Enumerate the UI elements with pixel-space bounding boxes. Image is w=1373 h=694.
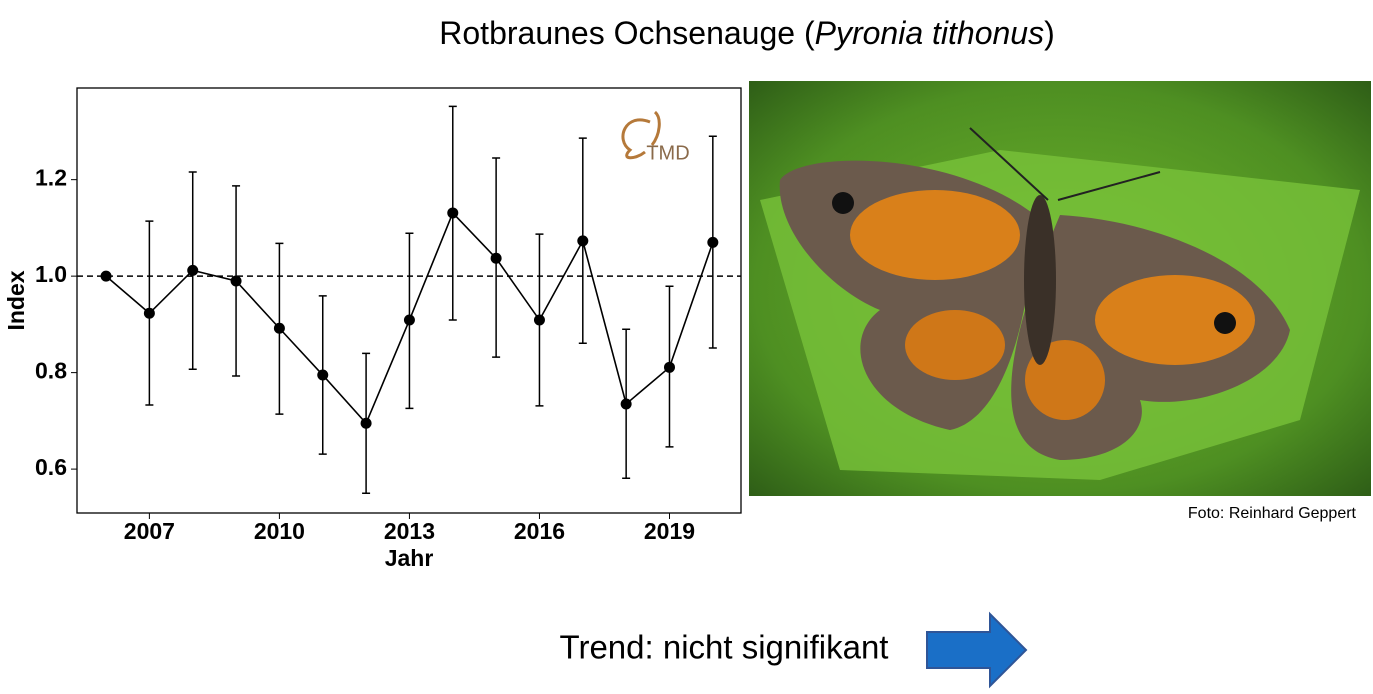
trend-text: Trend: nicht signifikant <box>560 629 889 666</box>
orange-patch <box>850 190 1020 280</box>
x-tick-label: 2019 <box>644 518 695 544</box>
data-point <box>663 361 675 373</box>
title-species: Pyronia tithonus <box>815 15 1044 51</box>
data-point <box>707 236 719 248</box>
logo-icon <box>621 110 661 160</box>
orange-patch <box>905 310 1005 380</box>
eyespot <box>1214 312 1236 334</box>
eyespot <box>832 192 854 214</box>
body <box>1024 195 1056 365</box>
antenna <box>969 127 1161 201</box>
data-point <box>100 270 112 282</box>
x-tick-label: 2013 <box>384 518 435 544</box>
data-point <box>143 307 155 319</box>
x-axis-label: Jahr <box>385 545 434 571</box>
y-tick-label: 1.2 <box>35 165 67 191</box>
y-tick-label: 0.6 <box>35 454 67 480</box>
data-point <box>447 207 459 219</box>
y-tick-label: 0.8 <box>35 358 67 384</box>
data-point <box>230 275 242 287</box>
y-axis-label: Index <box>3 270 29 330</box>
y-tick-label: 1.0 <box>35 261 67 287</box>
trend-arrow <box>926 611 1028 689</box>
data-point <box>620 398 632 410</box>
x-tick-label: 2016 <box>514 518 565 544</box>
x-tick-label: 2010 <box>254 518 305 544</box>
data-point <box>317 369 329 381</box>
title-end: ) <box>1044 15 1055 51</box>
orange-patch <box>1095 275 1255 365</box>
data-point <box>273 322 285 334</box>
title-text: Rotbraunes Ochsenauge ( <box>439 15 815 51</box>
data-point <box>533 314 545 326</box>
data-point <box>187 264 199 276</box>
photo-credit: Foto: Reinhard Geppert <box>1188 505 1357 522</box>
photo <box>749 81 1371 496</box>
data-point <box>360 417 372 429</box>
data-point <box>577 235 589 247</box>
logo-text: TMD <box>646 142 689 164</box>
x-tick-label: 2007 <box>124 518 175 544</box>
data-point <box>490 252 502 264</box>
data-point <box>403 314 415 326</box>
chart: 0.6 0.8 1.0 1.2 2007 2010 2013 2016 2019 Jahr Inde… <box>3 87 742 571</box>
title: Rotbraunes Ochsenauge (Pyronia tithonus) <box>439 15 1054 51</box>
